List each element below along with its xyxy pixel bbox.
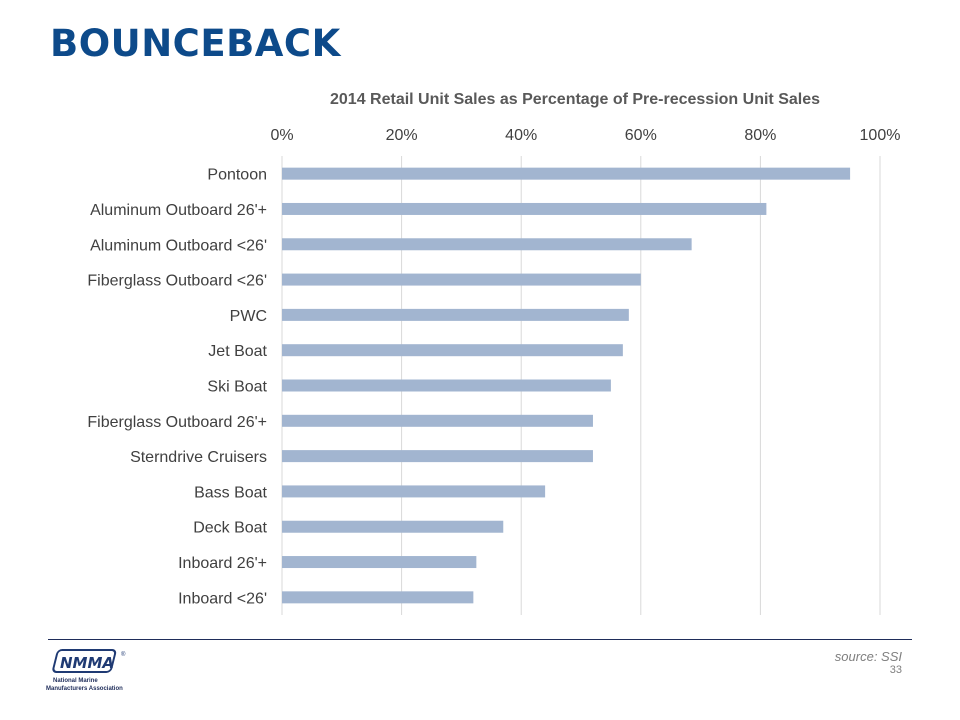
logo-line2: Manufacturers Association <box>46 686 123 692</box>
page-number: 33 <box>889 664 902 676</box>
category-label: Fiberglass Outboard <26' <box>87 273 267 290</box>
nmma-logo: NMMA ® National Marine Manufacturers Ass… <box>46 649 126 692</box>
x-axis-ticks: 0% 20% 40% 60% 80% 100% <box>270 127 900 144</box>
category-label: Pontoon <box>207 167 267 184</box>
category-label: Fiberglass Outboard 26'+ <box>87 414 267 431</box>
bar <box>282 450 593 463</box>
x-tick-label: 20% <box>386 127 418 144</box>
category-label: Ski Boat <box>207 379 267 396</box>
source-note: source: SSI <box>834 649 902 664</box>
category-label: Sterndrive Cruisers <box>130 449 267 466</box>
logo-registered: ® <box>121 651 126 658</box>
chart-title: 2014 Retail Unit Sales as Percentage of … <box>330 91 820 108</box>
footer-divider <box>48 639 912 640</box>
category-labels: Pontoon Aluminum Outboard 26'+ Aluminum Ou… <box>87 167 267 608</box>
bar <box>282 167 851 180</box>
category-label: Aluminum Outboard <26' <box>90 237 267 254</box>
bar <box>282 556 477 569</box>
bars <box>282 167 851 604</box>
bar <box>282 520 504 533</box>
x-tick-label: 0% <box>270 127 293 144</box>
logo-mark <box>52 649 117 673</box>
bar <box>282 344 623 357</box>
logo-wordmark: NMMA <box>60 654 114 672</box>
category-label: Bass Boat <box>194 484 267 501</box>
slide-title: BOUNCEBACK <box>50 22 341 65</box>
category-label: Aluminum Outboard 26'+ <box>90 202 267 219</box>
x-tick-label: 80% <box>744 127 776 144</box>
bar <box>282 308 629 321</box>
x-tick-label: 60% <box>625 127 657 144</box>
bar <box>282 414 593 427</box>
category-label: Deck Boat <box>193 520 267 537</box>
bar-chart: 2014 Retail Unit Sales as Percentage of … <box>87 91 900 615</box>
logo-line1: National Marine <box>53 678 98 684</box>
category-label: Inboard 26'+ <box>178 555 267 572</box>
bar <box>282 379 611 392</box>
bar <box>282 485 546 498</box>
category-label: Inboard <26' <box>178 590 267 607</box>
x-tick-label: 40% <box>505 127 537 144</box>
bar <box>282 591 474 604</box>
category-label: Jet Boat <box>208 343 267 360</box>
x-tick-label: 100% <box>860 127 901 144</box>
category-label: PWC <box>230 308 267 325</box>
bar <box>282 238 692 251</box>
bar <box>282 273 641 286</box>
bar <box>282 202 767 215</box>
